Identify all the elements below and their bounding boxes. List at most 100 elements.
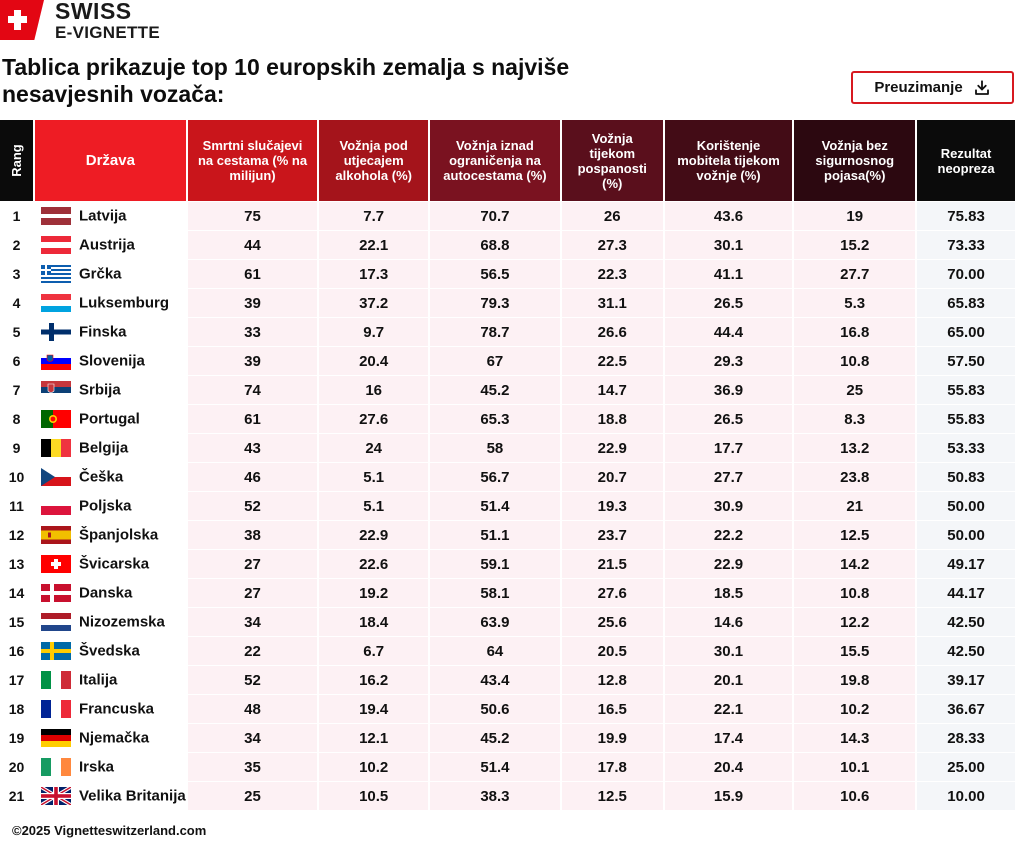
country-name: Srbija [78,381,121,399]
country-cell: Srbija [34,375,188,404]
score-cell: 73.33 [917,230,1015,259]
rank-cell: 18 [0,694,35,723]
seatbelt-cell: 16.8 [794,317,918,346]
score-cell: 50.00 [917,520,1015,549]
fatalities-cell: 27 [187,549,320,578]
phone-cell: 36.9 [664,375,795,404]
drowsy-cell: 22.3 [561,259,665,288]
drowsy-cell: 12.8 [561,665,665,694]
score-cell: 49.17 [917,549,1015,578]
score-cell: 25.00 [917,752,1015,781]
drowsy-cell: 19.9 [561,723,665,752]
flag-belgium-icon [40,439,71,458]
country-name: Francuska [78,700,155,718]
header-alcohol[interactable]: Vožnja pod utjecajem alkohola (%) [319,120,431,201]
header-phone[interactable]: Korištenje mobitela tijekom vožnje (%) [664,120,795,201]
speeding-cell: 56.5 [430,259,562,288]
speeding-cell: 78.7 [430,317,562,346]
drowsy-cell: 19.3 [561,491,665,520]
phone-cell: 22.9 [664,549,795,578]
seatbelt-cell: 5.3 [794,288,918,317]
rank-cell: 12 [0,520,35,549]
table-row: 14 Danska 27 19.2 58.1 27.6 18.5 10.8 44.17 [0,578,1015,607]
fatalities-cell: 33 [187,317,320,346]
alcohol-cell: 18.4 [319,607,431,636]
speeding-cell: 65.3 [430,404,562,433]
seatbelt-cell: 14.2 [794,549,918,578]
flag-serbia-icon [40,381,71,400]
alcohol-cell: 24 [319,433,431,462]
table-row: 9 Belgija 43 24 58 22.9 17.7 13.2 53.33 [0,433,1015,462]
score-cell: 10.00 [917,781,1015,810]
seatbelt-cell: 23.8 [794,462,918,491]
country-cell: Švedska [34,636,188,665]
table-row: 17 Italija 52 16.2 43.4 12.8 20.1 19.8 39.17 [0,665,1015,694]
score-cell: 65.00 [917,317,1015,346]
country-cell: Španjolska [34,520,188,549]
country-cell: Švicarska [34,549,188,578]
fatalities-cell: 27 [187,578,320,607]
country-cell: Slovenija [34,346,188,375]
flag-slovenia-icon [40,352,71,371]
speeding-cell: 58.1 [430,578,562,607]
table-row: 1 Latvija 75 7.7 70.7 26 43.6 19 75.83 [0,201,1015,230]
speeding-cell: 70.7 [430,201,562,230]
header-seatbelt[interactable]: Vožnja bez sigurnosnog pojasa(%) [794,120,918,201]
flag-finland-icon [40,323,71,342]
fatalities-cell: 34 [187,723,320,752]
alcohol-cell: 16.2 [319,665,431,694]
table-row: 20 Irska 35 10.2 51.4 17.8 20.4 10.1 25.00 [0,752,1015,781]
flag-france-icon [40,700,71,719]
phone-cell: 20.4 [664,752,795,781]
country-name: Italija [78,671,118,689]
fatalities-cell: 38 [187,520,320,549]
table-row: 21 Velika Britanija 25 10.5 38.3 12.5 15.9 10.6… [0,781,1015,810]
alcohol-cell: 16 [319,375,431,404]
country-name: Slovenija [78,352,145,370]
country-name: Portugal [78,410,140,428]
score-cell: 55.83 [917,375,1015,404]
alcohol-cell: 12.1 [319,723,431,752]
flag-ireland-icon [40,758,71,777]
country-cell: Poljska [34,491,188,520]
header-rank[interactable]: Rang [0,120,35,201]
table-row: 2 Austrija 44 22.1 68.8 27.3 30.1 15.2 73.33 [0,230,1015,259]
drowsy-cell: 26.6 [561,317,665,346]
drowsy-cell: 18.8 [561,404,665,433]
flag-austria-icon [40,236,71,255]
fatalities-cell: 46 [187,462,320,491]
country-name: Velika Britanija [78,787,186,805]
score-cell: 39.17 [917,665,1015,694]
header-score[interactable]: Rezultat neopreza [917,120,1015,201]
alcohol-cell: 19.2 [319,578,431,607]
speeding-cell: 51.4 [430,752,562,781]
header-fatalities[interactable]: Smrtni slučajevi na cestama (% na miliju… [187,120,320,201]
flag-germany-icon [40,729,71,748]
header-drowsy[interactable]: Vožnja tijekom pospanosti (%) [561,120,665,201]
alcohol-cell: 22.6 [319,549,431,578]
phone-cell: 30.9 [664,491,795,520]
seatbelt-cell: 14.3 [794,723,918,752]
alcohol-cell: 37.2 [319,288,431,317]
rank-cell: 16 [0,636,35,665]
table-row: 18 Francuska 48 19.4 50.6 16.5 22.1 10.2 36.67 [0,694,1015,723]
country-name: Luksemburg [78,294,169,312]
fatalities-cell: 61 [187,404,320,433]
phone-cell: 29.3 [664,346,795,375]
fatalities-cell: 52 [187,491,320,520]
alcohol-cell: 10.2 [319,752,431,781]
ranking-table: Rang Država Smrtni slučajevi na cestama … [0,120,1015,810]
header-speeding[interactable]: Vožnja iznad ograničenja na autocestama … [430,120,562,201]
download-button[interactable]: Preuzimanje [851,71,1014,104]
rank-cell: 1 [0,201,35,230]
phone-cell: 27.7 [664,462,795,491]
header-country[interactable]: Država [34,120,188,201]
alcohol-cell: 5.1 [319,462,431,491]
country-name: Nizozemska [78,613,165,631]
rank-cell: 19 [0,723,35,752]
seatbelt-cell: 19.8 [794,665,918,694]
flag-spain-icon [40,526,71,545]
country-name: Irska [78,758,115,776]
country-cell: Latvija [34,201,188,230]
seatbelt-cell: 19 [794,201,918,230]
